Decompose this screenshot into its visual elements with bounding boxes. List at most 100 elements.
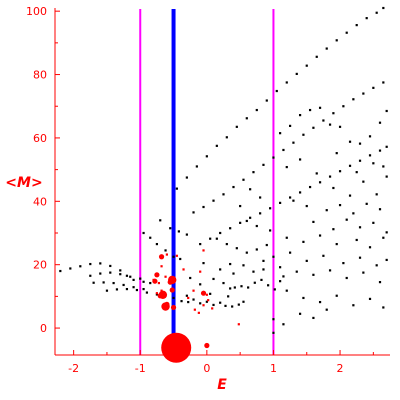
data-point [335, 242, 338, 246]
data-point [245, 219, 248, 223]
data-point [368, 135, 372, 138]
data-point [109, 271, 112, 274]
data-point [275, 89, 278, 93]
data-point [225, 242, 228, 246]
data-point [160, 265, 163, 268]
data-point [237, 303, 240, 306]
data-point [335, 39, 338, 42]
data-point [362, 180, 365, 183]
data-point [385, 109, 388, 113]
data-point [202, 249, 205, 252]
data-point [279, 201, 282, 204]
data-point [211, 307, 214, 310]
data-point [365, 17, 368, 20]
data-point [105, 289, 109, 292]
data-point [328, 123, 332, 126]
data-point [245, 117, 248, 120]
data-point [355, 24, 358, 27]
data-point [192, 289, 195, 292]
data-point [202, 304, 205, 307]
data-point [348, 194, 352, 197]
data-point [282, 323, 285, 326]
data-point [219, 268, 222, 271]
data-point [112, 281, 115, 285]
data-point [352, 304, 355, 307]
data-point [199, 242, 202, 246]
data-point [269, 229, 272, 232]
data-point [89, 262, 92, 266]
data-point [253, 281, 256, 284]
data-point [328, 175, 332, 178]
data-point [358, 226, 362, 229]
data-point [345, 276, 348, 280]
data-point [315, 55, 318, 58]
data-point [382, 236, 385, 239]
data-point [358, 142, 362, 145]
data-point [372, 162, 375, 165]
data-point [368, 246, 372, 249]
data-point [164, 249, 167, 252]
y-tick-label: 0 [40, 322, 47, 335]
data-point [109, 264, 112, 268]
data-point [375, 11, 378, 14]
data-point [204, 342, 210, 349]
data-point [288, 196, 292, 199]
data-point [199, 302, 202, 305]
data-point [209, 237, 212, 240]
data-point [222, 281, 225, 285]
data-point [239, 221, 242, 224]
data-point [348, 140, 352, 143]
data-point [233, 286, 236, 289]
x-tick-label: -2 [68, 362, 79, 375]
data-point [59, 269, 62, 273]
data-point [262, 259, 265, 262]
data-point [288, 251, 292, 254]
data-point [378, 281, 382, 284]
data-points [59, 6, 388, 363]
data-point [292, 199, 295, 202]
data-point [378, 208, 382, 211]
data-point [265, 99, 268, 102]
data-point [205, 293, 208, 296]
data-point [125, 274, 129, 277]
data-point [372, 221, 375, 224]
data-point [338, 125, 342, 128]
data-point [325, 308, 328, 311]
data-point [102, 281, 105, 284]
data-point [378, 121, 382, 124]
data-point [165, 253, 168, 256]
data-point [197, 311, 200, 314]
data-point [249, 216, 252, 219]
y-tick-label: 80 [33, 69, 47, 82]
data-point [158, 254, 165, 260]
data-point [372, 86, 375, 89]
data-point [298, 114, 302, 117]
data-point [169, 227, 172, 230]
data-point [219, 301, 222, 304]
data-point [325, 47, 328, 50]
data-point [212, 277, 215, 281]
data-point [215, 237, 218, 240]
x-tick-label: 1 [270, 362, 277, 375]
data-point [224, 304, 227, 307]
data-point [308, 185, 312, 189]
data-point [272, 156, 275, 159]
data-point [212, 303, 215, 307]
data-point [302, 296, 305, 300]
data-point [99, 272, 102, 275]
data-point [322, 254, 325, 257]
data-point [262, 163, 265, 166]
data-point [235, 247, 238, 250]
y-tick-label: 40 [33, 195, 47, 208]
data-point [199, 270, 202, 273]
data-point [172, 255, 175, 258]
data-point [209, 292, 212, 295]
data-point [295, 270, 298, 273]
data-point [279, 280, 282, 283]
data-point [149, 281, 152, 285]
data-point [352, 98, 355, 101]
data-point [161, 302, 170, 311]
data-point [149, 236, 152, 239]
data-point [262, 268, 265, 271]
